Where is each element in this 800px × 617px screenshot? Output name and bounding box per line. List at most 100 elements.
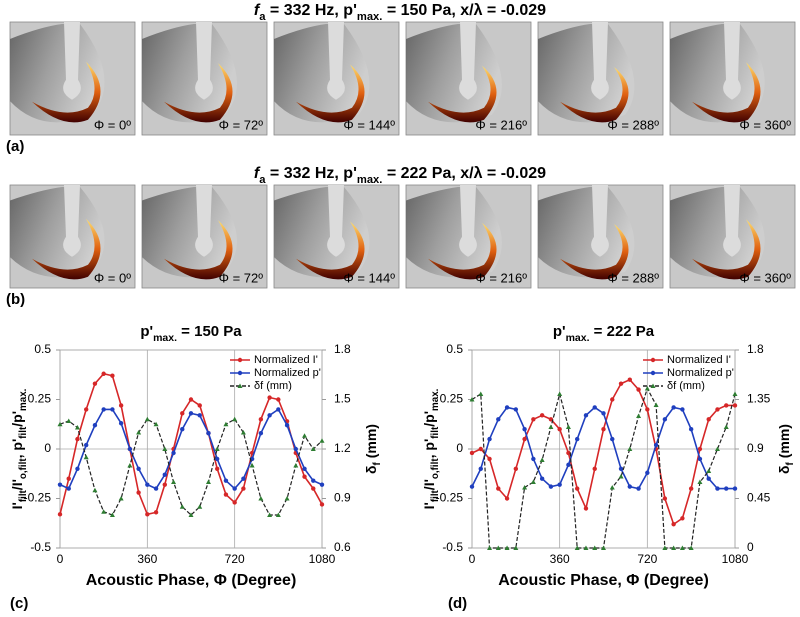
marker [144,416,150,422]
smoke [274,187,370,278]
marker [206,430,211,436]
marker [215,466,220,471]
nozzle [459,22,477,100]
marker [180,411,185,416]
text-part: max. [18,388,29,411]
marker [197,413,202,418]
text-part: , p' [9,439,25,459]
marker [636,486,641,491]
marker [197,403,202,408]
y2-tick-label: 1.8 [747,342,764,356]
marker [653,442,659,448]
marker [662,417,668,422]
x-tick-label: 360 [137,552,157,566]
marker [101,371,106,376]
marker [302,433,308,438]
chart-title: p'max. = 222 Pa [553,323,655,344]
marker [715,407,720,412]
panel-label: (c) [10,595,28,612]
flame-image: Φ = 216º [405,21,532,136]
phase-label: Φ = 72º [219,270,264,285]
row-title: fa = 332 Hz, p'max. = 222 Pa, x/λ = -0.0… [254,165,546,186]
y2-tick-label: 0.9 [747,441,764,455]
text-part: /p' [421,411,437,427]
legend-label: Normalized I' [254,354,318,366]
marker [302,474,307,479]
marker [311,486,316,491]
marker [495,545,501,550]
y-tick-label: 0.25 [28,392,52,406]
legend-marker [650,357,656,363]
marker [688,427,694,432]
smoke [10,24,105,123]
text-part: δ [363,465,379,474]
legend-label: δf (mm) [667,380,705,392]
marker [504,496,510,501]
marker [575,486,580,491]
x-tick-label: 0 [57,552,64,566]
marker [496,486,501,491]
nozzle [591,185,609,257]
marker [145,482,150,487]
legend-label: Normalized p' [667,367,734,379]
text-part: δ [776,465,792,474]
marker [469,397,475,402]
marker [566,450,571,456]
smoke [142,187,237,278]
y2-tick-label: 1.8 [334,342,351,356]
y-tick-label: 0.5 [446,342,463,356]
marker [478,446,483,452]
marker [609,485,615,490]
marker [601,411,606,416]
marker [319,438,325,443]
x-axis-label: Acoustic Phase, Φ (Degree) [86,572,297,589]
marker [92,381,98,386]
smoke [670,187,765,278]
text-part: a [259,11,266,23]
phase-label: Φ = 72º [219,117,264,132]
marker [232,416,238,422]
nozzle [195,185,213,257]
marker [66,486,71,491]
text-part: max. [430,388,441,411]
marker [127,463,133,468]
marker [214,446,220,451]
marker [706,417,711,422]
flame-image: Φ = 360º [669,184,796,289]
text-part: (mm) [776,424,792,462]
smoke [406,187,502,278]
marker [179,504,185,509]
marker [153,421,159,427]
marker [205,479,211,484]
text-part: a [259,174,266,186]
marker [583,545,589,550]
nozzle [63,22,81,100]
marker [513,545,519,550]
marker [75,466,80,471]
marker [653,402,659,407]
flame-image: Φ = 72º [141,184,268,289]
marker [592,405,597,410]
marker [469,450,475,456]
y2-tick-label: 1.35 [747,392,771,406]
marker [565,424,571,429]
flame-image: Φ = 144º [273,21,400,136]
text-part: = 332 Hz, p' [265,2,356,19]
marker [223,478,229,483]
y2-tick-label: 1.5 [334,392,351,406]
marker [153,510,159,515]
marker [592,545,598,550]
marker [171,450,176,456]
marker [127,446,133,452]
marker [548,417,554,422]
panel-label: (b) [6,291,25,308]
phase-label: Φ = 360º [739,117,791,132]
smoke [538,187,635,278]
marker [557,391,563,396]
smoke [670,24,765,123]
y2-axis-label: δf (mm) [776,424,796,474]
marker [618,466,624,471]
marker [688,545,694,550]
marker [118,403,124,408]
